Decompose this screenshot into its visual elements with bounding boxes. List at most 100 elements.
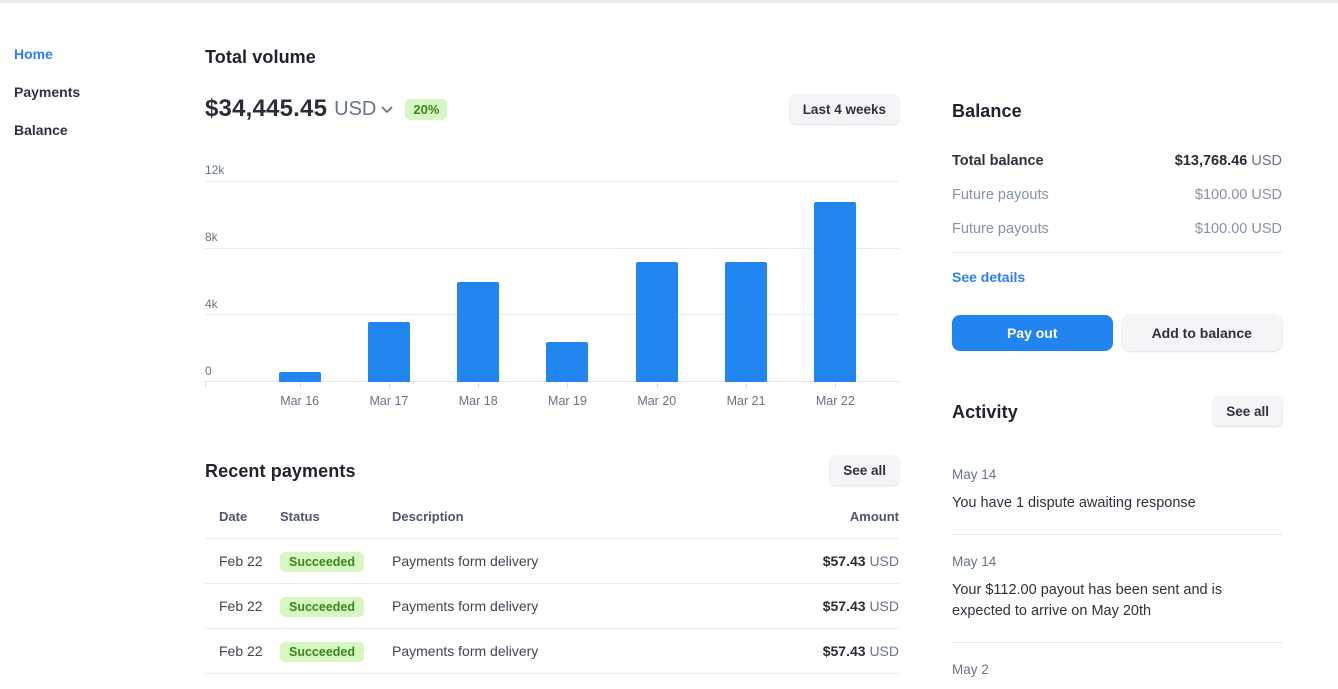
activity-date: May 2 <box>952 662 989 677</box>
bar-mar-17[interactable] <box>367 322 410 382</box>
activity-date: May 14 <box>952 554 997 569</box>
axis-tick <box>299 383 301 388</box>
status-badge: Succeeded <box>280 552 365 572</box>
recent-payments-section: Recent payments See all Date Status Desc… <box>205 456 899 674</box>
balance-row-total: Total balance $13,768.46 USD <box>952 144 1282 178</box>
y-axis-label: 0 <box>205 364 212 378</box>
payment-description: Payments form delivery <box>392 583 726 629</box>
x-axis-label: Mar 21 <box>726 394 766 408</box>
x-axis-label: Mar 16 <box>280 394 320 408</box>
x-label-slot: Mar 18 <box>434 383 523 410</box>
list-item: May 14 You have 1 dispute awaiting respo… <box>952 466 1282 534</box>
column-header-description: Description <box>392 497 726 539</box>
pay-out-button[interactable]: Pay out <box>952 315 1113 351</box>
recent-payments-title: Recent payments <box>205 460 356 481</box>
payments-table: Date Status Description Amount Feb 22 Su… <box>205 497 899 674</box>
x-axis-label: Mar 17 <box>369 394 409 408</box>
bar-mar-19[interactable] <box>546 342 589 382</box>
bar-group <box>255 182 880 382</box>
volume-bar-chart: 12k 8k 4k 0 Mar 16 Mar 17 Mar 18 Mar 19 Mar … <box>205 163 899 410</box>
volume-summary-row: $34,445.45 USD 20% Last 4 weeks <box>205 92 899 126</box>
see-details-link[interactable]: See details <box>952 269 1026 285</box>
status-badge: Succeeded <box>280 642 365 662</box>
payment-date: Feb 22 <box>205 583 280 629</box>
bar-mar-21[interactable] <box>725 262 768 382</box>
balance-rows: Total balance $13,768.46 USD Future payo… <box>952 144 1282 246</box>
x-axis-labels: Mar 16 Mar 17 Mar 18 Mar 19 Mar 20 Mar 21 Mar … <box>255 383 880 410</box>
bar-mar-16[interactable] <box>278 372 321 382</box>
x-axis-label: Mar 22 <box>815 394 855 408</box>
column-header-amount: Amount <box>725 497 899 539</box>
bar-mar-18[interactable] <box>457 282 500 382</box>
change-badge: 20% <box>405 98 448 120</box>
axis-tick <box>835 383 837 388</box>
sidebar-item-payments[interactable]: Payments <box>14 84 81 100</box>
payment-currency: USD <box>869 598 899 614</box>
x-label-slot: Mar 22 <box>791 383 880 410</box>
balance-title: Balance <box>952 101 1022 121</box>
x-label-slot: Mar 19 <box>523 383 612 410</box>
bar-mar-20[interactable] <box>635 262 678 382</box>
y-axis-label: 4k <box>205 297 218 311</box>
axis-edge-tick <box>205 382 206 387</box>
sidebar-item-balance[interactable]: Balance <box>14 122 68 138</box>
column-header-status: Status <box>280 497 392 539</box>
balance-actions: Pay out Add to balance <box>952 315 1282 351</box>
balance-row-future-payouts: Future payouts $100.00 USD <box>952 212 1282 246</box>
payment-amount: $57.43 <box>822 598 866 614</box>
y-axis-label: 12k <box>205 163 225 177</box>
range-selector-button[interactable]: Last 4 weeks <box>789 94 899 124</box>
payment-amount: $57.43 <box>822 643 866 659</box>
column-header-date: Date <box>205 497 280 539</box>
main-column: Total volume $34,445.45 USD 20% Last 4 w… <box>205 44 899 674</box>
x-label-slot: Mar 16 <box>255 383 344 410</box>
payment-date: Feb 22 <box>205 628 280 674</box>
y-axis-label: 8k <box>205 230 218 244</box>
x-axis-label: Mar 20 <box>637 394 677 408</box>
payment-amount: $57.43 <box>822 553 866 569</box>
gridline-12k <box>205 181 899 182</box>
activity-see-all-button[interactable]: See all <box>1213 397 1282 426</box>
bar-slot <box>255 182 344 382</box>
balance-divider <box>952 252 1282 253</box>
balance-currency: USD <box>1251 187 1282 203</box>
bar-slot <box>791 182 880 382</box>
balance-row-future-payouts: Future payouts $100.00 USD <box>952 178 1282 212</box>
x-label-slot: Mar 17 <box>344 383 433 410</box>
list-item: May 2 <box>952 642 1282 678</box>
axis-tick <box>656 383 658 388</box>
bar-mar-22[interactable] <box>814 202 857 382</box>
gridline-4k <box>205 314 899 316</box>
payment-description: Payments form delivery <box>392 628 726 674</box>
table-row[interactable]: Feb 22 Succeeded Payments form delivery … <box>205 538 899 584</box>
balance-currency: USD <box>1251 221 1282 237</box>
table-row[interactable]: Feb 22 Succeeded Payments form delivery … <box>205 583 899 629</box>
bar-slot <box>523 182 612 382</box>
axis-tick <box>388 383 390 388</box>
activity-message: Your $112.00 payout has been sent and is… <box>952 582 1223 619</box>
axis-tick <box>567 383 569 388</box>
axis-tick <box>478 383 480 388</box>
status-badge: Succeeded <box>280 597 365 617</box>
bar-slot <box>434 182 523 382</box>
payments-see-all-button[interactable]: See all <box>830 456 899 485</box>
payment-description: Payments form delivery <box>392 538 726 584</box>
balance-label: Future payouts <box>952 221 1049 237</box>
x-axis-label: Mar 19 <box>548 394 587 408</box>
list-item: May 14 Your $112.00 payout has been sent… <box>952 534 1282 642</box>
total-volume-amount: $34,445.45 <box>205 95 328 122</box>
payment-date: Feb 22 <box>205 538 280 584</box>
activity-date: May 14 <box>952 467 997 482</box>
currency-selector[interactable]: USD <box>334 98 393 121</box>
activity-message: You have 1 dispute awaiting response <box>952 495 1196 511</box>
x-label-slot: Mar 21 <box>701 383 790 410</box>
sidebar: Home Payments Balance <box>14 46 80 139</box>
balance-label: Total balance <box>952 153 1044 169</box>
activity-list: May 14 You have 1 dispute awaiting respo… <box>952 466 1282 678</box>
add-to-balance-button[interactable]: Add to balance <box>1121 315 1282 351</box>
sidebar-item-home[interactable]: Home <box>14 46 53 62</box>
currency-code: USD <box>334 97 377 120</box>
table-row[interactable]: Feb 22 Succeeded Payments form delivery … <box>205 628 899 674</box>
top-divider <box>0 0 1338 3</box>
total-volume-title: Total volume <box>205 47 316 67</box>
